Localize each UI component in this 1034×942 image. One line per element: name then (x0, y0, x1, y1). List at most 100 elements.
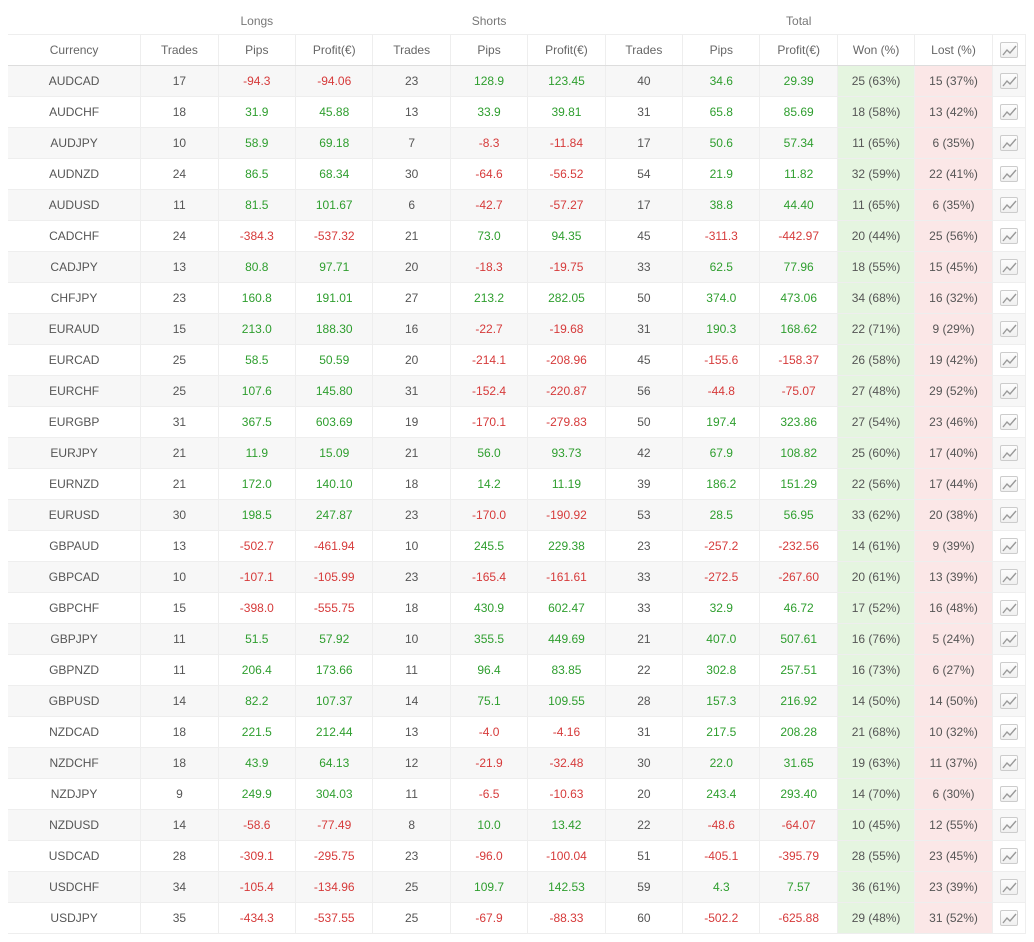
cell-shorts-profit: 93.73 (528, 438, 605, 469)
cell-longs-trades: 11 (141, 624, 218, 655)
cell-currency: NZDUSD (8, 810, 141, 841)
cell-total-pips: -257.2 (683, 531, 760, 562)
cell-currency: AUDNZD (8, 159, 141, 190)
chart-line-icon[interactable] (1000, 414, 1018, 430)
chart-line-icon[interactable] (1000, 135, 1018, 151)
cell-shorts-trades: 12 (373, 748, 450, 779)
chart-line-icon[interactable] (1000, 507, 1018, 523)
cell-lost: 16 (48%) (915, 593, 992, 624)
cell-longs-trades: 11 (141, 655, 218, 686)
col-chart-toggle[interactable] (992, 35, 1025, 66)
cell-longs-profit: 212.44 (296, 717, 373, 748)
chart-line-icon[interactable] (1000, 631, 1018, 647)
col-shorts-profit[interactable]: Profit(€) (528, 35, 605, 66)
cell-shorts-trades: 25 (373, 903, 450, 934)
col-longs-trades[interactable]: Trades (141, 35, 218, 66)
col-longs-profit[interactable]: Profit(€) (296, 35, 373, 66)
chart-line-icon[interactable] (1000, 228, 1018, 244)
col-total-pips[interactable]: Pips (683, 35, 760, 66)
chart-line-icon[interactable] (1000, 910, 1018, 926)
cell-shorts-trades: 25 (373, 872, 450, 903)
cell-shorts-pips: -214.1 (450, 345, 527, 376)
chart-line-icon[interactable] (1000, 848, 1018, 864)
cell-longs-profit: 188.30 (296, 314, 373, 345)
col-currency[interactable]: Currency (8, 35, 141, 66)
cell-total-trades: 28 (605, 686, 682, 717)
chart-line-icon[interactable] (1000, 383, 1018, 399)
cell-total-pips: 243.4 (683, 779, 760, 810)
cell-won: 26 (58%) (837, 345, 914, 376)
cell-won: 32 (59%) (837, 159, 914, 190)
cell-won: 11 (65%) (837, 128, 914, 159)
cell-shorts-profit: 602.47 (528, 593, 605, 624)
cell-lost: 6 (27%) (915, 655, 992, 686)
table-row: AUDUSD1181.5101.676-42.7-57.271738.844.4… (8, 190, 1026, 221)
cell-longs-trades: 15 (141, 314, 218, 345)
cell-chart (992, 376, 1025, 407)
chart-line-icon[interactable] (1000, 321, 1018, 337)
cell-currency: GBPCHF (8, 593, 141, 624)
currency-stats-table: Longs Shorts Total Currency Trades Pips … (8, 8, 1026, 934)
chart-line-icon[interactable] (1000, 197, 1018, 213)
cell-won: 16 (73%) (837, 655, 914, 686)
col-total-trades[interactable]: Trades (605, 35, 682, 66)
chart-line-icon[interactable] (1000, 569, 1018, 585)
cell-won: 14 (61%) (837, 531, 914, 562)
cell-total-pips: -311.3 (683, 221, 760, 252)
cell-won: 33 (62%) (837, 500, 914, 531)
col-lost[interactable]: Lost (%) (915, 35, 992, 66)
group-header-shorts: Shorts (373, 8, 605, 35)
cell-lost: 6 (30%) (915, 779, 992, 810)
cell-total-profit: -232.56 (760, 531, 837, 562)
chart-line-icon[interactable] (1000, 445, 1018, 461)
chart-line-icon[interactable] (1000, 259, 1018, 275)
cell-total-pips: 65.8 (683, 97, 760, 128)
cell-shorts-profit: -32.48 (528, 748, 605, 779)
chart-line-icon[interactable] (1000, 352, 1018, 368)
chart-line-icon[interactable] (1000, 73, 1018, 89)
chart-line-icon[interactable] (1000, 879, 1018, 895)
cell-total-profit: 77.96 (760, 252, 837, 283)
chart-toggle-all-icon[interactable] (1000, 42, 1018, 58)
chart-line-icon[interactable] (1000, 166, 1018, 182)
chart-line-icon[interactable] (1000, 476, 1018, 492)
cell-longs-profit: 68.34 (296, 159, 373, 190)
col-total-profit[interactable]: Profit(€) (760, 35, 837, 66)
col-won[interactable]: Won (%) (837, 35, 914, 66)
cell-won: 21 (68%) (837, 717, 914, 748)
chart-line-icon[interactable] (1000, 290, 1018, 306)
chart-line-icon[interactable] (1000, 662, 1018, 678)
chart-line-icon[interactable] (1000, 538, 1018, 554)
col-shorts-pips[interactable]: Pips (450, 35, 527, 66)
cell-longs-pips: 31.9 (218, 97, 295, 128)
cell-lost: 5 (24%) (915, 624, 992, 655)
cell-chart (992, 686, 1025, 717)
chart-line-icon[interactable] (1000, 786, 1018, 802)
cell-longs-pips: 221.5 (218, 717, 295, 748)
cell-longs-profit: 101.67 (296, 190, 373, 221)
cell-total-pips: 190.3 (683, 314, 760, 345)
cell-currency: GBPAUD (8, 531, 141, 562)
cell-total-trades: 59 (605, 872, 682, 903)
table-row: EURUSD30198.5247.8723-170.0-190.925328.5… (8, 500, 1026, 531)
cell-lost: 13 (39%) (915, 562, 992, 593)
table-row: GBPAUD13-502.7-461.9410245.5229.3823-257… (8, 531, 1026, 562)
col-shorts-trades[interactable]: Trades (373, 35, 450, 66)
cell-longs-profit: 140.10 (296, 469, 373, 500)
col-longs-pips[interactable]: Pips (218, 35, 295, 66)
chart-line-icon[interactable] (1000, 104, 1018, 120)
chart-line-icon[interactable] (1000, 755, 1018, 771)
cell-shorts-trades: 23 (373, 500, 450, 531)
cell-longs-pips: -94.3 (218, 66, 295, 97)
table-row: EURCAD2558.550.5920-214.1-208.9645-155.6… (8, 345, 1026, 376)
chart-line-icon[interactable] (1000, 600, 1018, 616)
cell-total-profit: -64.07 (760, 810, 837, 841)
cell-shorts-profit: -279.83 (528, 407, 605, 438)
chart-line-icon[interactable] (1000, 817, 1018, 833)
cell-total-profit: 208.28 (760, 717, 837, 748)
chart-line-icon[interactable] (1000, 693, 1018, 709)
cell-lost: 23 (45%) (915, 841, 992, 872)
chart-line-icon[interactable] (1000, 724, 1018, 740)
cell-shorts-pips: -96.0 (450, 841, 527, 872)
cell-total-profit: -442.97 (760, 221, 837, 252)
